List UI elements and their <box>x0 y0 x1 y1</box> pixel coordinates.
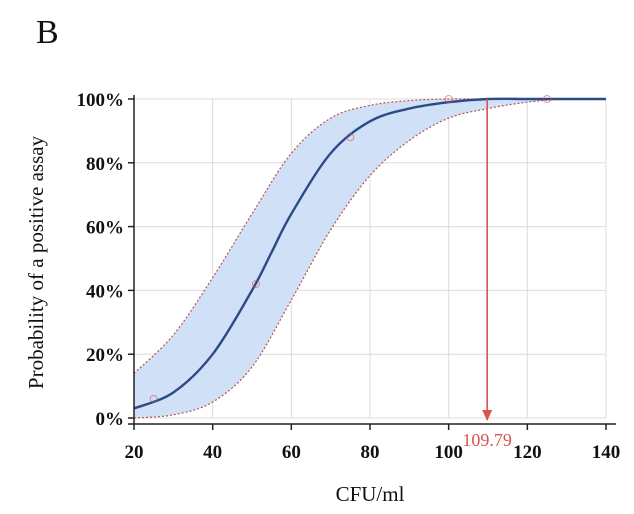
x-tick-label: 80 <box>361 442 380 463</box>
y-tick-label: 40% <box>86 281 124 302</box>
ci-lower-line <box>133 98 607 419</box>
x-tick-label: 60 <box>282 442 301 463</box>
x-tick-label: 20 <box>125 442 144 463</box>
observed-point <box>149 394 158 403</box>
y-axis-title: Probability of a positive assay <box>24 135 48 389</box>
y-tick-label: 60% <box>86 218 124 239</box>
x-tick-label: 40 <box>203 442 222 463</box>
x-tick-label: 100 <box>434 442 463 463</box>
annotation-label: 109.79 <box>462 430 512 450</box>
y-tick-label: 80% <box>86 154 124 175</box>
fit-curve <box>133 97 606 410</box>
ci-upper-line <box>133 98 606 374</box>
annotation-arrowhead <box>482 410 493 421</box>
y-tick-label: 20% <box>86 345 124 366</box>
confidence-band <box>134 98 606 418</box>
x-tick-label: 140 <box>592 442 621 463</box>
y-tick-label: 100% <box>77 90 125 111</box>
x-axis-title: CFU/ml <box>336 482 405 506</box>
observed-point <box>346 133 355 142</box>
y-tick-label: 0% <box>96 409 125 430</box>
observed-point <box>543 95 551 103</box>
observed-point <box>444 95 453 103</box>
panel-label: B <box>36 14 59 51</box>
observed-point <box>251 280 260 289</box>
x-tick-label: 120 <box>513 442 542 463</box>
